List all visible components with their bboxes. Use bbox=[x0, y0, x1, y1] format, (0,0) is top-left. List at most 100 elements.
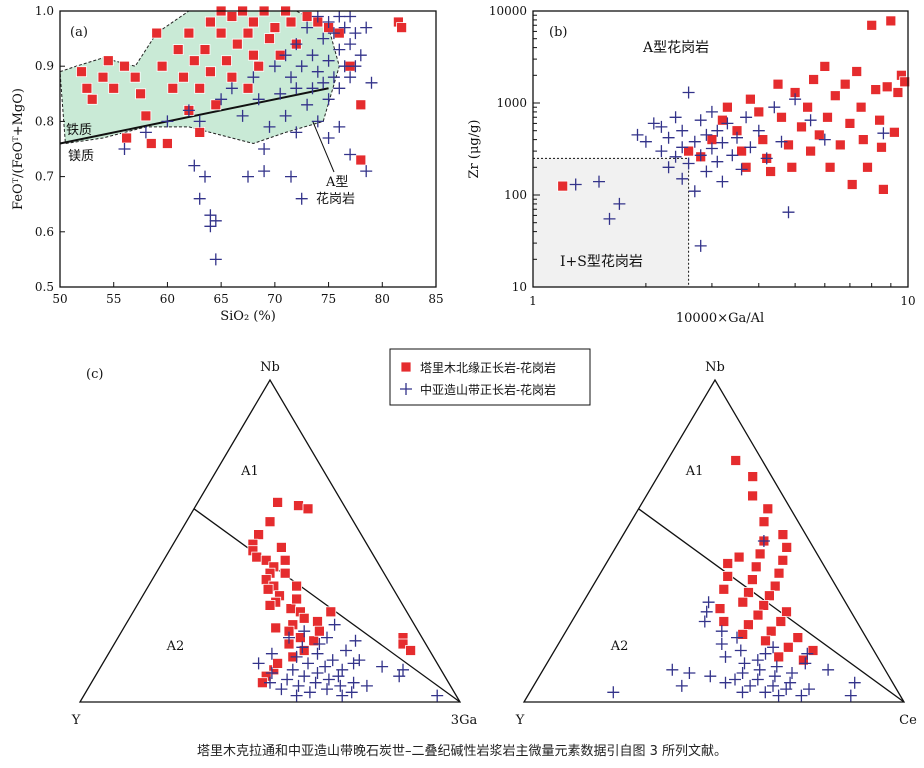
b-point-caob-36 bbox=[744, 141, 757, 154]
c1-point-tarim-5 bbox=[302, 503, 314, 515]
a-point-tarim-20 bbox=[188, 55, 200, 67]
a-point-caob-60 bbox=[360, 21, 373, 34]
c2-point-tarim-28 bbox=[773, 651, 785, 663]
a-point-caob-21 bbox=[268, 60, 281, 73]
legend-marker-caob bbox=[400, 383, 412, 395]
figure-caption: 塔里木克拉通和中亚造山带晚石炭世–二叠纪碱性岩浆岩主微量元素数据引自图 3 所列… bbox=[196, 744, 728, 759]
b-point-tarim-8 bbox=[740, 161, 752, 173]
c2-point-tarim-32 bbox=[722, 558, 734, 569]
b-point-caob-19 bbox=[688, 135, 701, 148]
b-point-caob-37 bbox=[752, 124, 765, 137]
a-point-caob-22 bbox=[274, 87, 287, 100]
b-point-caob-15 bbox=[676, 124, 689, 137]
a-point-tarim-30 bbox=[226, 71, 238, 83]
c2-point-caob-26 bbox=[736, 686, 749, 699]
c2-point-caob-31 bbox=[767, 641, 780, 654]
a-point-caob-38 bbox=[311, 115, 324, 128]
a-y-axis-label: FeOᵀ/(FeOᵀ+MgO) bbox=[11, 88, 26, 210]
c2-point-caob-33 bbox=[666, 663, 679, 676]
is-type-granite-field bbox=[533, 158, 689, 287]
a-x-axis-label: SiO₂ (%) bbox=[220, 309, 276, 324]
a-point-caob-24 bbox=[279, 109, 292, 122]
b-point-caob-3 bbox=[613, 197, 626, 210]
a-point-tarim-54 bbox=[396, 22, 408, 34]
b-point-caob-10 bbox=[662, 131, 675, 144]
b-point-tarim-16 bbox=[783, 139, 794, 151]
c2-point-tarim-0 bbox=[730, 455, 742, 466]
c1-point-caob-11 bbox=[311, 667, 324, 679]
c2-point-tarim-4 bbox=[758, 516, 770, 528]
c2-point-tarim-20 bbox=[775, 616, 787, 627]
a-point-caob-12 bbox=[215, 93, 228, 106]
b-point-caob-35 bbox=[740, 111, 753, 124]
c1-point-tarim-28 bbox=[308, 635, 320, 647]
a-xtick-label-4: 70 bbox=[267, 292, 282, 306]
legend-label-caob: 中亚造山带正长岩-花岗岩 bbox=[420, 382, 556, 397]
c1-point-tarim-41 bbox=[313, 625, 325, 637]
b-point-tarim-39 bbox=[876, 141, 887, 153]
b-point-tarim-30 bbox=[844, 118, 856, 129]
c2-point-tarim-14 bbox=[743, 587, 754, 598]
c1-panel-label: (c) bbox=[86, 367, 103, 382]
c2-point-tarim-33 bbox=[714, 603, 726, 614]
b-point-caob-6 bbox=[647, 117, 660, 130]
a-point-caob-45 bbox=[327, 27, 340, 40]
c1-point-tarim-4 bbox=[293, 500, 304, 512]
c2-point-tarim-27 bbox=[807, 645, 819, 656]
c1-point-caob-1 bbox=[283, 631, 295, 644]
a-point-caob-14 bbox=[236, 109, 249, 122]
b-point-tarim-5 bbox=[722, 101, 733, 113]
a-point-caob-53 bbox=[344, 10, 357, 23]
panel-a: 50 55 60 65 70 75 80 85 0.5 0.6 0.7 0.8 0.9 1.0 SiO₂ (… bbox=[11, 4, 444, 324]
c1-point-caob-26 bbox=[340, 644, 352, 657]
b-point-tarim-28 bbox=[834, 139, 846, 151]
b-point-tarim-23 bbox=[813, 129, 825, 141]
c1-point-tarim-36 bbox=[272, 658, 284, 669]
a-point-tarim-11 bbox=[145, 138, 157, 149]
c2-point-tarim-10 bbox=[750, 561, 762, 573]
b-point-caob-45 bbox=[877, 127, 890, 140]
c1-point-tarim-11 bbox=[260, 554, 272, 566]
b-point-caob-12 bbox=[669, 111, 682, 124]
c1-point-caob-39 bbox=[393, 670, 406, 683]
c2-field-a1: A1 bbox=[685, 464, 704, 479]
c2-point-caob-3 bbox=[698, 615, 711, 628]
c1-point-caob-5 bbox=[290, 650, 303, 663]
c1-point-caob-24 bbox=[290, 689, 303, 702]
a-point-caob-43 bbox=[322, 93, 335, 106]
b-point-caob-2 bbox=[603, 212, 616, 225]
c2-point-caob-34 bbox=[683, 667, 696, 679]
a-type-leader-line bbox=[312, 121, 335, 173]
legend-label-tarim: 塔里木北缘正长岩-花岗岩 bbox=[420, 360, 556, 375]
b-point-caob-30 bbox=[716, 136, 729, 149]
a-point-tarim-34 bbox=[242, 27, 254, 39]
a-point-caob-35 bbox=[306, 82, 319, 95]
a-xtick-label-7: 85 bbox=[428, 292, 443, 306]
a-xtick-label-3: 65 bbox=[214, 292, 229, 306]
c1-point-tarim-19 bbox=[264, 600, 276, 611]
b-point-tarim-7 bbox=[736, 145, 747, 157]
b-point-caob-8 bbox=[655, 120, 668, 133]
a-label-a-type: A型 bbox=[325, 175, 348, 190]
b-y-axis-label: Zr (μg/g) bbox=[467, 120, 482, 179]
c2-point-tarim-16 bbox=[737, 596, 749, 608]
a-point-caob-56 bbox=[344, 148, 357, 161]
c1-point-caob-20 bbox=[321, 683, 333, 696]
c1-point-caob-15 bbox=[322, 673, 335, 686]
b-point-tarim-40 bbox=[878, 183, 889, 195]
b-point-tarim-34 bbox=[857, 134, 869, 146]
b-point-tarim-31 bbox=[846, 179, 858, 190]
a-point-tarim-16 bbox=[172, 44, 184, 55]
c1-point-tarim-2 bbox=[405, 645, 417, 656]
a-point-caob-9 bbox=[204, 220, 217, 233]
c2-point-tarim-34 bbox=[718, 616, 730, 627]
c2-point-caob-14 bbox=[736, 667, 749, 679]
a-point-caob-37 bbox=[311, 65, 324, 78]
a-label-ferroan: 铁质 bbox=[66, 123, 92, 138]
b-point-caob-9 bbox=[662, 161, 675, 174]
b-plot-frame bbox=[532, 10, 909, 288]
a-point-tarim-26 bbox=[210, 99, 222, 111]
b-point-caob-38 bbox=[760, 152, 773, 165]
a-point-tarim-12 bbox=[151, 27, 163, 39]
panel-c1: Nb Y 3Ga A1 A2 (c) bbox=[71, 360, 478, 728]
